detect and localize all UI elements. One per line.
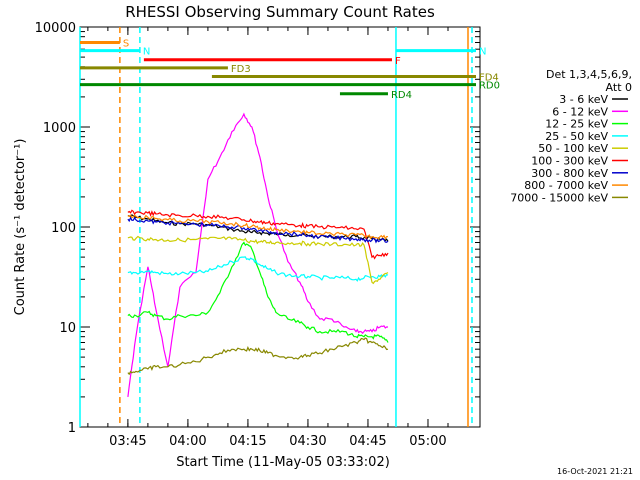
flag-bar-label: RD0 <box>479 81 500 92</box>
y-tick-label: 10000 <box>35 21 76 36</box>
y-axis-label: Count Rate (s⁻¹ detector⁻¹) <box>13 139 28 316</box>
x-axis-label: Start Time (11-May-05 03:33:02) <box>176 455 390 470</box>
series-line <box>127 112 388 397</box>
legend-entry-label: 300 - 800 keV <box>531 167 608 180</box>
series-lines <box>127 112 389 397</box>
x-axis-ticks: 03:45 04:00 04:15 04:30 04:45 05:00 <box>87 27 469 449</box>
legend-title: Det 1,3,4,5,6,9, <box>546 68 632 81</box>
legend-entry-label: 3 - 6 keV <box>559 93 608 106</box>
legend-entry-label: 50 - 100 keV <box>538 142 608 155</box>
legend-entry-label: 7000 - 15000 keV <box>510 191 608 204</box>
y-axis-ticks: 1 10 100 1000 10000 <box>35 21 480 436</box>
flag-bar-label: N <box>479 47 486 58</box>
legend-entry-label: 25 - 50 keV <box>545 130 608 143</box>
legend-entry-label: 6 - 12 keV <box>552 105 608 118</box>
chart-title: RHESSI Observing Summary Count Rates <box>125 3 435 21</box>
series-line <box>127 214 389 240</box>
y-tick-label: 1 <box>68 421 76 436</box>
vertical-markers <box>79 27 473 427</box>
legend-entry-label: 800 - 7000 keV <box>524 179 608 192</box>
x-tick-label: 04:30 <box>289 434 326 449</box>
series-line <box>127 216 389 244</box>
y-tick-label: 10 <box>59 321 76 336</box>
series-line <box>127 235 389 285</box>
x-tick-label: 04:15 <box>229 434 266 449</box>
legend-title: Att 0 <box>606 81 632 94</box>
flag-bar-label: RD4 <box>391 90 412 101</box>
series-line <box>127 209 389 260</box>
series-line <box>127 256 389 282</box>
flag-bar-label: N <box>143 47 150 58</box>
flag-bar-label: S <box>123 38 129 49</box>
footer-stamp: 16-Oct-2021 21:21 <box>557 467 633 476</box>
x-tick-label: 04:00 <box>169 434 206 449</box>
y-tick-label: 1000 <box>43 121 76 136</box>
y-tick-label: 100 <box>51 221 76 236</box>
flag-bar-label: FD4 <box>479 72 499 83</box>
x-tick-label: 05:00 <box>409 434 446 449</box>
legend-entry-label: 100 - 300 keV <box>531 155 608 168</box>
x-tick-label: 03:45 <box>109 434 146 449</box>
flag-bar-label: F <box>395 56 401 67</box>
series-line <box>127 337 389 376</box>
series-line <box>127 241 389 343</box>
legend-entry-label: 12 - 25 keV <box>545 118 608 131</box>
x-tick-label: 04:45 <box>349 434 386 449</box>
series-line <box>127 214 389 242</box>
flag-bar-label: FD3 <box>231 64 251 75</box>
